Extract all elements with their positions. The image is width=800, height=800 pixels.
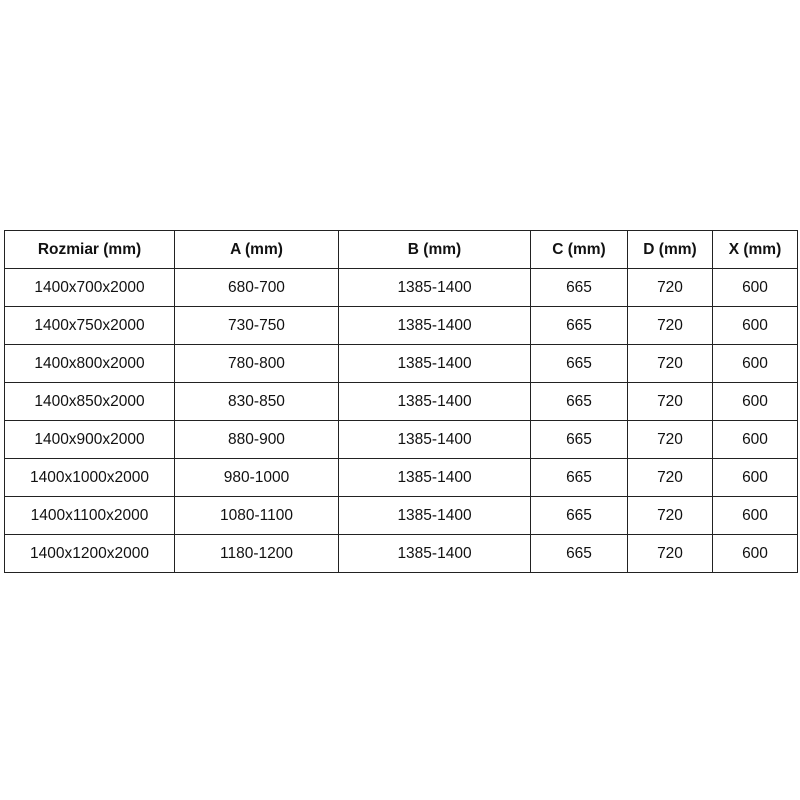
table-cell: 1385-1400 [338, 496, 531, 535]
table-cell: 720 [627, 306, 713, 345]
table-cell: 1400x750x2000 [4, 306, 175, 345]
table-cell: 720 [627, 268, 713, 307]
table-cell: 1385-1400 [338, 382, 531, 421]
column-header: Rozmiar (mm) [4, 230, 175, 269]
table-cell: 600 [712, 306, 798, 345]
table-cell: 680-700 [174, 268, 339, 307]
table-cell: 1180-1200 [174, 534, 339, 573]
table-cell: 730-750 [174, 306, 339, 345]
table-cell: 720 [627, 420, 713, 459]
column-header: X (mm) [712, 230, 798, 269]
table-row: 1400x750x2000 730-750 1385-1400 665 720 600 [4, 306, 798, 345]
header-row: Rozmiar (mm) A (mm) B (mm) C (mm) D (mm) X (m… [4, 230, 798, 269]
table-row: 1400x900x2000 880-900 1385-1400 665 720 600 [4, 420, 798, 459]
table-cell: 1385-1400 [338, 344, 531, 383]
table-cell: 600 [712, 420, 798, 459]
dimensions-table: Rozmiar (mm) A (mm) B (mm) C (mm) D (mm) X (m… [4, 230, 798, 573]
table-row: 1400x850x2000 830-850 1385-1400 665 720 600 [4, 382, 798, 421]
table-cell: 1385-1400 [338, 420, 531, 459]
table-cell: 1400x1200x2000 [4, 534, 175, 573]
table-cell: 720 [627, 534, 713, 573]
table-row: 1400x1000x2000 980-1000 1385-1400 665 720 600 [4, 458, 798, 497]
table-cell: 1400x800x2000 [4, 344, 175, 383]
column-header: B (mm) [338, 230, 531, 269]
column-header: C (mm) [530, 230, 628, 269]
table-row: 1400x1100x2000 1080-1100 1385-1400 665 720 60… [4, 496, 798, 535]
table-cell: 665 [530, 534, 628, 573]
column-header: D (mm) [627, 230, 713, 269]
table-cell: 1400x850x2000 [4, 382, 175, 421]
table-cell: 720 [627, 496, 713, 535]
table-cell: 880-900 [174, 420, 339, 459]
table-cell: 600 [712, 268, 798, 307]
table-row: 1400x1200x2000 1180-1200 1385-1400 665 720 60… [4, 534, 798, 573]
table-cell: 665 [530, 420, 628, 459]
table-cell: 980-1000 [174, 458, 339, 497]
table-cell: 600 [712, 534, 798, 573]
table-cell: 600 [712, 496, 798, 535]
table-cell: 665 [530, 382, 628, 421]
table-row: 1400x800x2000 780-800 1385-1400 665 720 600 [4, 344, 798, 383]
table-cell: 1385-1400 [338, 458, 531, 497]
table-cell: 780-800 [174, 344, 339, 383]
table-cell: 600 [712, 382, 798, 421]
table-cell: 720 [627, 382, 713, 421]
column-header: A (mm) [174, 230, 339, 269]
table-row: 1400x700x2000 680-700 1385-1400 665 720 600 [4, 268, 798, 307]
table-cell: 600 [712, 344, 798, 383]
table-cell: 1400x700x2000 [4, 268, 175, 307]
table-cell: 1400x900x2000 [4, 420, 175, 459]
table-cell: 665 [530, 496, 628, 535]
table-cell: 1385-1400 [338, 268, 531, 307]
table-cell: 720 [627, 458, 713, 497]
table-cell: 665 [530, 458, 628, 497]
table-cell: 665 [530, 344, 628, 383]
table-cell: 830-850 [174, 382, 339, 421]
table-cell: 600 [712, 458, 798, 497]
table-cell: 720 [627, 344, 713, 383]
table-cell: 665 [530, 268, 628, 307]
table-cell: 1080-1100 [174, 496, 339, 535]
table-cell: 1385-1400 [338, 306, 531, 345]
table-cell: 1400x1000x2000 [4, 458, 175, 497]
table-cell: 1385-1400 [338, 534, 531, 573]
table-cell: 665 [530, 306, 628, 345]
table-cell: 1400x1100x2000 [4, 496, 175, 535]
